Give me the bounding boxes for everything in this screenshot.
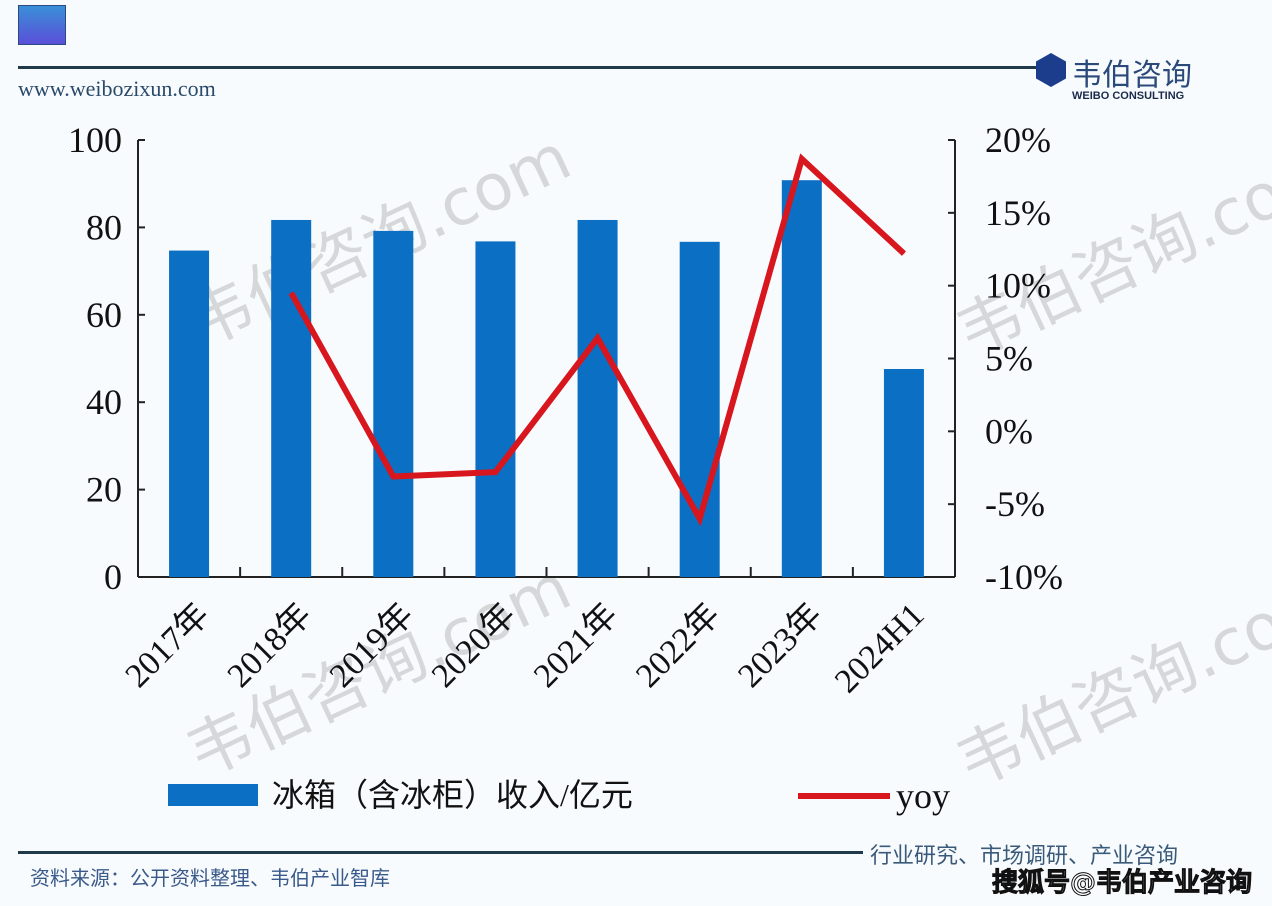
yoy-point [801,158,803,160]
x-tick-label: 2023年 [730,596,829,695]
logo-square [18,5,66,45]
yoy-point [699,518,701,520]
site-url: www.weibozixun.com [18,76,216,101]
bar [781,180,822,578]
x-tick-label: 2020年 [424,596,523,695]
bottom-divider [18,851,863,854]
yoy-point [597,337,599,339]
x-tick-label: 2022年 [628,596,727,695]
right-tick-label: 0% [985,411,1033,451]
legend-swatch-bar [168,784,258,806]
left-tick-label: 100 [68,120,122,160]
left-tick-label: 60 [86,295,122,335]
source-note: 资料来源：公开资料整理、韦伯产业智库 [30,868,390,890]
right-tick-label: -5% [985,484,1045,524]
legend-label-bar: 冰箱（含冰柜）收入/亿元 [272,777,633,813]
legend-label-line: yoy [896,776,950,816]
x-tick-label: 2019年 [322,596,421,695]
bar [577,219,618,577]
yoy-point [392,475,394,477]
right-tick-label: 5% [985,339,1033,379]
credit-watermark: 搜狐号@韦伯产业咨询 [991,868,1253,899]
bar [883,368,924,577]
bar [475,241,516,577]
yoy-point [903,253,905,255]
bar [373,230,414,577]
right-tick-label: 10% [985,266,1051,306]
x-tick-label: 2018年 [220,596,319,695]
tagline: 行业研究、市场调研、产业咨询 [870,843,1179,868]
x-tick-label: 2017年 [118,596,217,695]
left-tick-label: 40 [86,382,122,422]
right-tick-label: 15% [985,193,1051,233]
left-tick-label: 0 [104,557,122,597]
left-tick-label: 80 [86,207,122,247]
bar [271,219,312,577]
right-tick-label: -10% [985,557,1063,597]
x-tick-label: 2021年 [526,596,625,695]
right-tick-label: 20% [985,120,1051,160]
brand-name-en: WEIBO CONSULTING [1072,90,1185,102]
bar [169,250,210,577]
bar [679,241,720,578]
yoy-point [494,471,496,473]
brand-name: 韦伯咨询 [1072,59,1192,92]
left-tick-label: 20 [86,470,122,510]
top-divider [18,66,1038,69]
yoy-point [290,292,292,294]
x-tick-label: 2024H1 [828,596,932,700]
